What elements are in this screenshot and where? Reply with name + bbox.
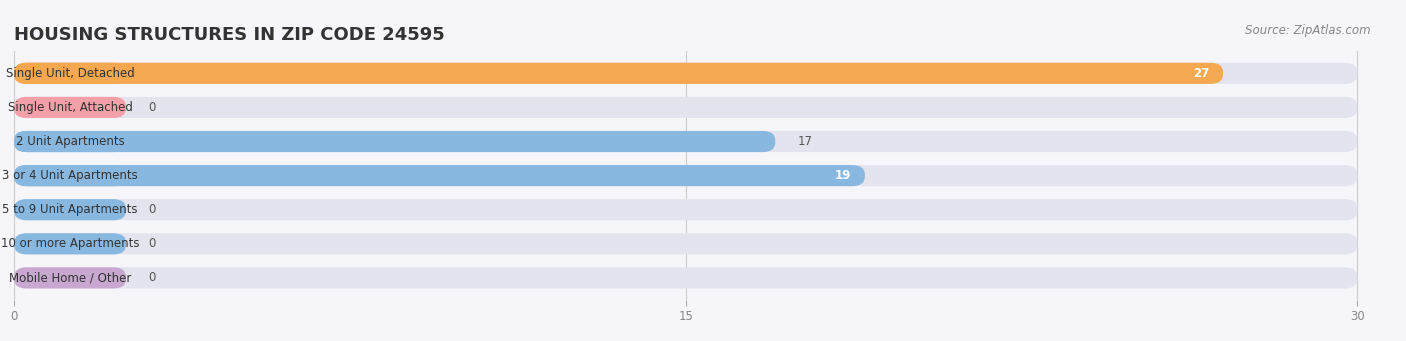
Text: Single Unit, Detached: Single Unit, Detached [6, 67, 135, 80]
Text: 0: 0 [149, 237, 156, 250]
Text: 0: 0 [149, 271, 156, 284]
Text: HOUSING STRUCTURES IN ZIP CODE 24595: HOUSING STRUCTURES IN ZIP CODE 24595 [14, 26, 444, 44]
FancyBboxPatch shape [14, 199, 127, 220]
Text: Source: ZipAtlas.com: Source: ZipAtlas.com [1246, 24, 1371, 37]
FancyBboxPatch shape [14, 131, 127, 152]
Text: 0: 0 [149, 101, 156, 114]
FancyBboxPatch shape [14, 97, 127, 118]
FancyBboxPatch shape [14, 267, 1357, 288]
Text: 17: 17 [797, 135, 813, 148]
Text: 27: 27 [1194, 67, 1209, 80]
FancyBboxPatch shape [14, 131, 1357, 152]
Text: 0: 0 [149, 203, 156, 216]
Text: Single Unit, Attached: Single Unit, Attached [7, 101, 132, 114]
FancyBboxPatch shape [14, 97, 1357, 118]
FancyBboxPatch shape [14, 233, 127, 254]
FancyBboxPatch shape [14, 199, 1357, 220]
FancyBboxPatch shape [14, 63, 1223, 84]
FancyBboxPatch shape [14, 233, 1357, 254]
Text: Mobile Home / Other: Mobile Home / Other [8, 271, 131, 284]
Text: 3 or 4 Unit Apartments: 3 or 4 Unit Apartments [3, 169, 138, 182]
FancyBboxPatch shape [14, 165, 127, 186]
FancyBboxPatch shape [14, 63, 127, 84]
FancyBboxPatch shape [14, 165, 865, 186]
FancyBboxPatch shape [14, 63, 1357, 84]
FancyBboxPatch shape [14, 267, 127, 288]
Text: 10 or more Apartments: 10 or more Apartments [1, 237, 139, 250]
FancyBboxPatch shape [14, 165, 1357, 186]
FancyBboxPatch shape [14, 131, 775, 152]
Text: 19: 19 [835, 169, 852, 182]
Text: 5 to 9 Unit Apartments: 5 to 9 Unit Apartments [3, 203, 138, 216]
Text: 2 Unit Apartments: 2 Unit Apartments [15, 135, 124, 148]
